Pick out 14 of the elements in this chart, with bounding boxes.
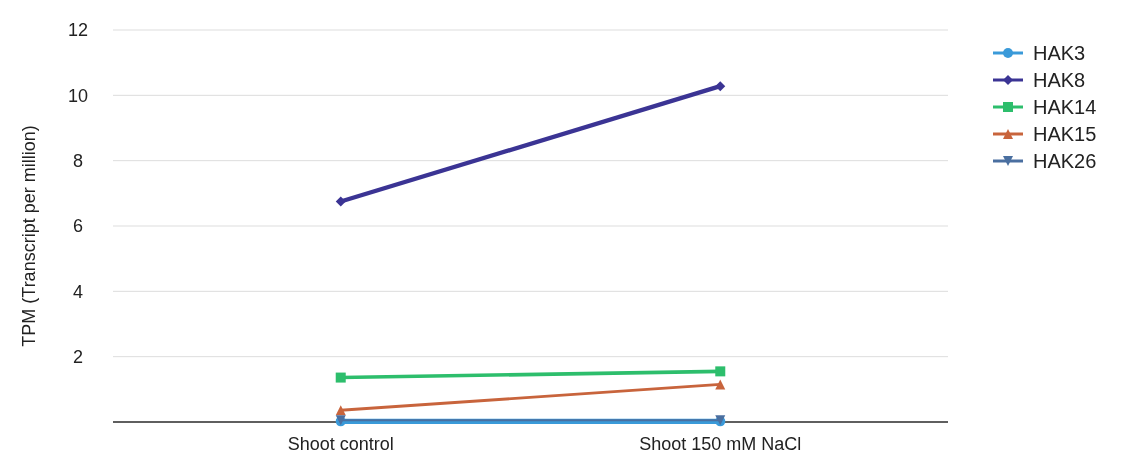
legend-label: HAK8 [1033, 69, 1086, 91]
legend-label: HAK15 [1033, 123, 1097, 145]
x-tick-label: Shoot control [287, 434, 394, 454]
y-tick-label: 12 [67, 20, 89, 41]
y-tick-label: 8 [72, 150, 84, 171]
legend-label: HAK3 [1033, 42, 1086, 64]
y-tick-label: 10 [67, 85, 89, 106]
legend-label: HAK14 [1033, 96, 1097, 118]
y-tick-label: 2 [72, 346, 84, 367]
x-tick-label: Shoot 150 mM NaCl [639, 434, 802, 454]
y-tick-label: 4 [72, 281, 84, 302]
y-tick-label: 6 [72, 216, 84, 237]
y-axis-title: TPM (Transcript per million) [19, 125, 39, 347]
legend-label: HAK26 [1033, 150, 1097, 172]
